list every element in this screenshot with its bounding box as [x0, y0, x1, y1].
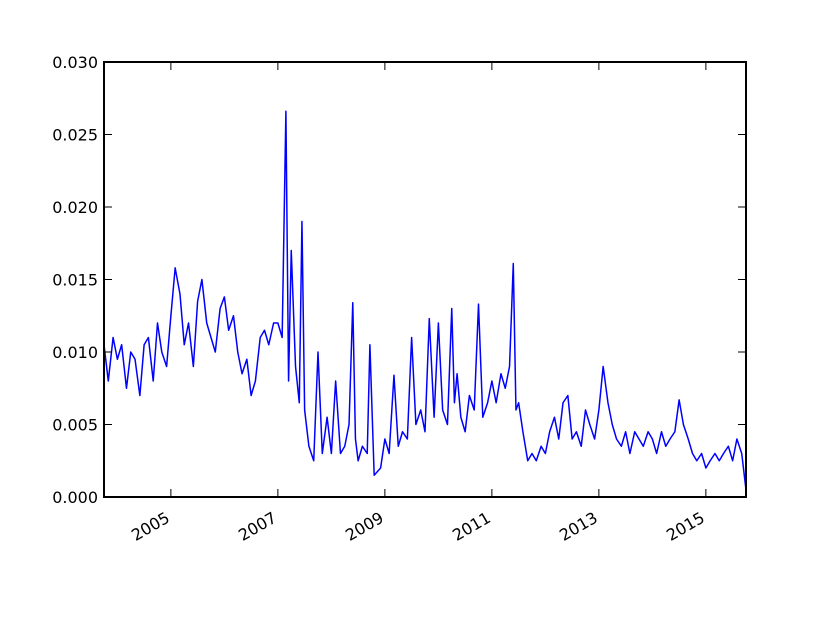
x-tick-label: 2011 [449, 508, 494, 545]
plot-frame [103, 61, 747, 498]
y-tick-label: 0.015 [52, 271, 98, 290]
x-tick-label: 2005 [128, 508, 173, 545]
y-tick-label: 0.025 [52, 126, 98, 145]
y-tick-label: 0.030 [52, 53, 98, 72]
x-tick-label: 2009 [342, 508, 387, 545]
data-line [103, 110, 747, 490]
y-tick-label: 0.020 [52, 198, 98, 217]
x-tick-label: 2015 [663, 508, 708, 545]
x-tick-label: 2013 [556, 508, 601, 545]
x-tick-label: 2007 [235, 508, 280, 545]
y-tick-label: 0.010 [52, 343, 98, 362]
y-tick-label: 0.005 [52, 416, 98, 435]
y-tick-label: 0.000 [52, 488, 98, 507]
